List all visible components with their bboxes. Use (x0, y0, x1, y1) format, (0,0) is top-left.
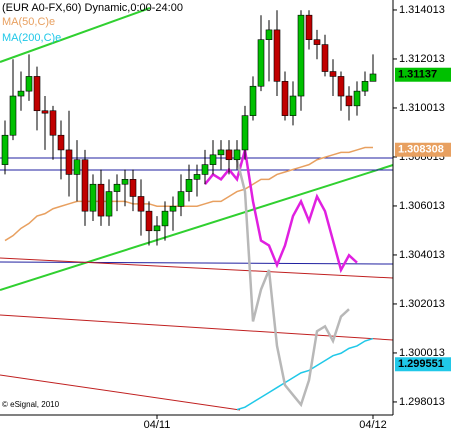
candle-body (41, 110, 49, 114)
trendline (0, 314, 394, 341)
y-tick-label: 1.298013 (399, 396, 445, 408)
candle-body (361, 81, 369, 92)
candle-body (177, 191, 185, 207)
candle-body (17, 90, 25, 97)
candle-body (241, 115, 249, 151)
trendlines (0, 7, 394, 411)
candle-body (321, 44, 329, 72)
legend-entry: MA(50,C)e (2, 16, 55, 28)
price-label-box (395, 357, 451, 372)
trendline (0, 374, 241, 411)
candle-body (353, 90, 361, 107)
candle-body (369, 73, 377, 82)
price-label: 1.299551 (398, 358, 444, 370)
candle-body (345, 95, 353, 107)
candle-body (105, 191, 113, 217)
candle-body (201, 164, 209, 175)
candle-body (313, 39, 321, 45)
candle-body (337, 76, 345, 97)
candle-body (33, 76, 41, 112)
candle-body (233, 149, 241, 161)
candle-body (161, 210, 169, 227)
price-label-box (395, 142, 451, 157)
x-tick-label: 04/12 (359, 419, 387, 431)
chart-title: (EUR A0-FX,60) Dynamic,0:00-24:00 (2, 2, 183, 14)
legend-entry: MA(200,C)e (2, 32, 61, 44)
candle-body (153, 225, 161, 232)
candle-body (209, 154, 217, 165)
candle-body (57, 134, 65, 151)
trendline (0, 164, 394, 291)
candle-body (289, 95, 297, 116)
candle-body (73, 159, 81, 175)
candle-body (273, 29, 281, 82)
candle-body (257, 39, 265, 87)
trendline (0, 257, 394, 279)
candle-body (265, 29, 273, 40)
candle-body (225, 149, 233, 161)
y-tick-label: 1.310013 (399, 102, 445, 114)
candle-body (49, 110, 57, 136)
candle-body (217, 149, 225, 156)
x-tick-label: 04/11 (144, 419, 171, 431)
candle-body (169, 205, 177, 212)
y-tick-label: 1.300013 (399, 347, 445, 359)
source: © eSignal, 2010 (2, 400, 60, 409)
candle-body (9, 95, 17, 136)
indicator-line (4, 146, 373, 242)
y-tick-label: 1.306013 (399, 200, 445, 212)
price-label: 1.31137 (398, 69, 437, 81)
price-label-box (395, 67, 451, 82)
trendline (0, 261, 394, 265)
candle-body (81, 159, 89, 212)
candle-body (185, 179, 193, 192)
indicator-line (235, 159, 350, 408)
candle-body (1, 134, 9, 165)
candle-body (25, 76, 33, 92)
candle-body (65, 149, 73, 175)
y-tick-label: 1.314013 (399, 4, 445, 16)
candle-body (137, 196, 145, 212)
candle-body (129, 179, 137, 197)
indicator-line (236, 337, 374, 411)
y-tick-label: 1.304013 (399, 249, 445, 261)
candle-body (145, 210, 153, 232)
y-tick-label: 1.302013 (399, 298, 445, 310)
candle-body (97, 183, 105, 217)
candle-body (329, 71, 337, 77)
price-label: 1.308308 (398, 144, 444, 156)
candle-body (305, 14, 313, 40)
candle-body (281, 81, 289, 116)
candle-body (121, 179, 129, 185)
candle-body (297, 14, 305, 97)
candle-body (193, 174, 201, 180)
candle-body (113, 183, 121, 192)
trendline (0, 7, 151, 63)
candle-body (249, 85, 257, 116)
y-tick-label: 1.312013 (399, 53, 445, 65)
indicator-line (204, 149, 358, 274)
candle-body (89, 183, 97, 212)
